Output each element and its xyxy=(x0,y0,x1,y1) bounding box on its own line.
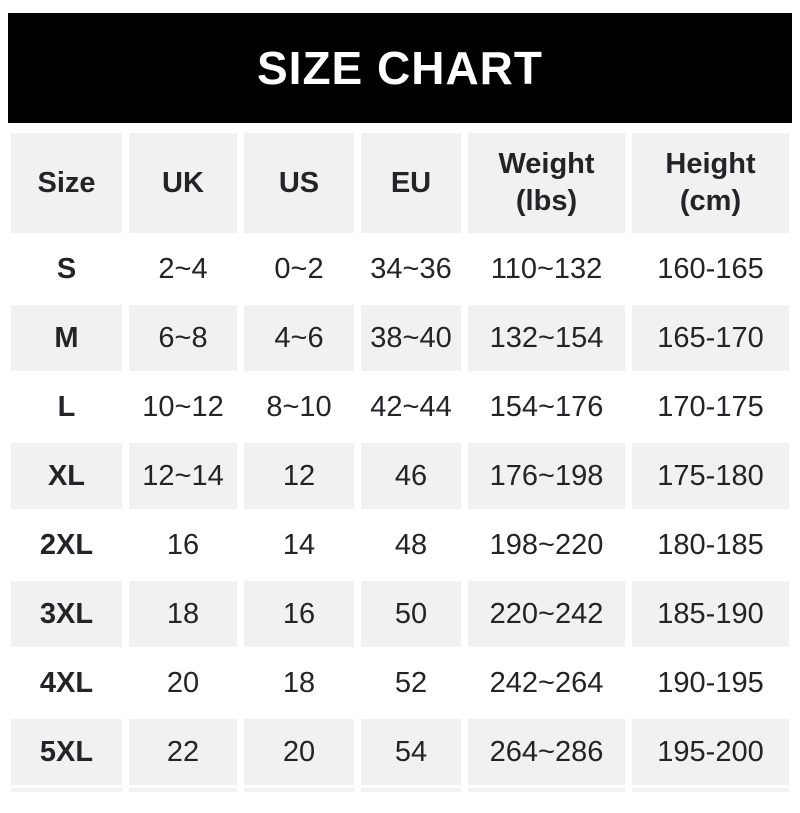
uk-cell: 20 xyxy=(129,650,237,716)
cropped-next-row xyxy=(11,788,789,792)
eu-cell: 42~44 xyxy=(361,374,461,440)
size-cell: 5XL xyxy=(11,719,122,785)
size-chart-banner: SIZE CHART xyxy=(8,13,792,123)
uk-cell: 22 xyxy=(129,719,237,785)
us-cell: 0~2 xyxy=(244,236,354,302)
size-cell: 2XL xyxy=(11,512,122,578)
height-cell: 190-195 xyxy=(632,650,789,716)
table-row-4xl: 4XL 20 18 52 242~264 190-195 xyxy=(11,650,789,716)
uk-cell: 16 xyxy=(129,512,237,578)
table-row-5xl: 5XL 22 20 54 264~286 195-200 xyxy=(11,719,789,785)
weight-cell: 198~220 xyxy=(468,512,625,578)
eu-cell: 34~36 xyxy=(361,236,461,302)
eu-cell: 54 xyxy=(361,719,461,785)
weight-cell: 176~198 xyxy=(468,443,625,509)
column-header-height: Height (cm) xyxy=(632,133,789,233)
uk-cell: 12~14 xyxy=(129,443,237,509)
weight-cell: 242~264 xyxy=(468,650,625,716)
height-cell: 195-200 xyxy=(632,719,789,785)
us-cell: 16 xyxy=(244,581,354,647)
us-cell: 18 xyxy=(244,650,354,716)
us-cell: 8~10 xyxy=(244,374,354,440)
height-cell: 175-180 xyxy=(632,443,789,509)
height-cell: 185-190 xyxy=(632,581,789,647)
size-cell: 4XL xyxy=(11,650,122,716)
size-cell: S xyxy=(11,236,122,302)
table-row-m: M 6~8 4~6 38~40 132~154 165-170 xyxy=(11,305,789,371)
us-cell: 14 xyxy=(244,512,354,578)
us-cell: 4~6 xyxy=(244,305,354,371)
cropped-cell xyxy=(632,788,789,792)
header-label: UK xyxy=(162,166,204,199)
size-cell: L xyxy=(11,374,122,440)
uk-cell: 18 xyxy=(129,581,237,647)
weight-cell: 264~286 xyxy=(468,719,625,785)
eu-cell: 48 xyxy=(361,512,461,578)
table-row-s: S 2~4 0~2 34~36 110~132 160-165 xyxy=(11,236,789,302)
size-cell: XL xyxy=(11,443,122,509)
column-header-eu: EU xyxy=(361,133,461,233)
header-sublabel: (lbs) xyxy=(515,185,578,217)
height-cell: 180-185 xyxy=(632,512,789,578)
column-header-size: Size xyxy=(11,133,122,233)
uk-cell: 6~8 xyxy=(129,305,237,371)
eu-cell: 52 xyxy=(361,650,461,716)
header-label: US xyxy=(278,166,320,199)
column-header-uk: UK xyxy=(129,133,237,233)
header-label: EU xyxy=(390,166,432,199)
uk-cell: 2~4 xyxy=(129,236,237,302)
weight-cell: 220~242 xyxy=(468,581,625,647)
cropped-cell xyxy=(129,788,237,792)
uk-cell: 10~12 xyxy=(129,374,237,440)
header-label: Size xyxy=(37,166,96,199)
eu-cell: 50 xyxy=(361,581,461,647)
height-cell: 170-175 xyxy=(632,374,789,440)
weight-cell: 132~154 xyxy=(468,305,625,371)
size-chart-table: Size UK US EU Weight (lbs) Height (cm) xyxy=(4,130,796,795)
cropped-cell xyxy=(361,788,461,792)
size-cell: 3XL xyxy=(11,581,122,647)
us-cell: 12 xyxy=(244,443,354,509)
table-row-l: L 10~12 8~10 42~44 154~176 170-175 xyxy=(11,374,789,440)
column-header-weight: Weight (lbs) xyxy=(468,133,625,233)
height-cell: 160-165 xyxy=(632,236,789,302)
header-row: Size UK US EU Weight (lbs) Height (cm) xyxy=(11,133,789,233)
eu-cell: 46 xyxy=(361,443,461,509)
table-row-2xl: 2XL 16 14 48 198~220 180-185 xyxy=(11,512,789,578)
cropped-cell xyxy=(11,788,122,792)
cropped-cell xyxy=(244,788,354,792)
page-title: SIZE CHART xyxy=(257,42,543,94)
header-label: Weight xyxy=(498,148,595,180)
cropped-cell xyxy=(468,788,625,792)
header-sublabel: (cm) xyxy=(679,185,742,217)
size-cell: M xyxy=(11,305,122,371)
column-header-us: US xyxy=(244,133,354,233)
weight-cell: 110~132 xyxy=(468,236,625,302)
header-label: Height xyxy=(665,148,756,180)
height-cell: 165-170 xyxy=(632,305,789,371)
eu-cell: 38~40 xyxy=(361,305,461,371)
table-row-xl: XL 12~14 12 46 176~198 175-180 xyxy=(11,443,789,509)
us-cell: 20 xyxy=(244,719,354,785)
weight-cell: 154~176 xyxy=(468,374,625,440)
table-row-3xl: 3XL 18 16 50 220~242 185-190 xyxy=(11,581,789,647)
